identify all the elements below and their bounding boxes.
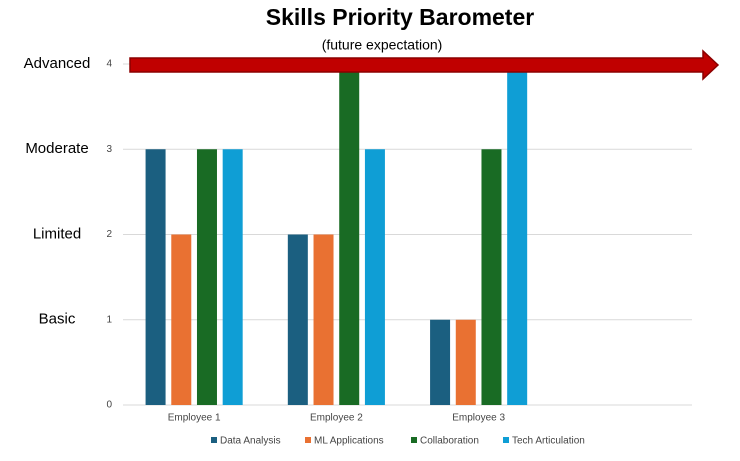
legend-swatch bbox=[411, 437, 417, 443]
legend-swatch bbox=[503, 437, 509, 443]
legend-swatch bbox=[305, 437, 311, 443]
bar bbox=[287, 234, 308, 405]
level-label: Basic bbox=[39, 311, 76, 328]
legend-label: Data Analysis bbox=[220, 436, 281, 447]
y-tick-label: 2 bbox=[106, 229, 112, 240]
arrow bbox=[129, 49, 720, 81]
legend-label: Collaboration bbox=[420, 436, 479, 447]
chart-subtitle: (future expectation) bbox=[322, 37, 443, 53]
legend-label: Tech Articulation bbox=[512, 436, 585, 447]
level-label: Moderate bbox=[25, 140, 88, 157]
legend-swatch bbox=[211, 437, 217, 443]
bar bbox=[339, 64, 360, 405]
y-tick-label: 3 bbox=[106, 144, 112, 155]
bar bbox=[430, 319, 451, 405]
bar bbox=[313, 234, 334, 405]
y-tick-label: 1 bbox=[106, 314, 112, 325]
bar bbox=[507, 64, 528, 405]
bar bbox=[481, 149, 502, 405]
bar bbox=[196, 149, 217, 405]
x-tick-label: Employee 2 bbox=[310, 413, 363, 424]
y-tick-label: 0 bbox=[106, 400, 112, 411]
chart-title: Skills Priority Barometer bbox=[266, 4, 534, 30]
x-tick-label: Employee 1 bbox=[168, 413, 221, 424]
bar bbox=[455, 319, 476, 405]
bar bbox=[364, 149, 385, 405]
level-label: Limited bbox=[33, 225, 81, 242]
level-label: Advanced bbox=[24, 55, 91, 72]
bar bbox=[145, 149, 166, 405]
x-tick-label: Employee 3 bbox=[452, 413, 505, 424]
bar bbox=[222, 149, 243, 405]
y-tick-label: 4 bbox=[106, 59, 112, 70]
legend-label: ML Applications bbox=[314, 436, 384, 447]
bar bbox=[171, 234, 192, 405]
